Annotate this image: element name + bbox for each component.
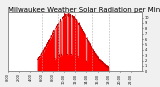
Text: Milwaukee Weather Solar Radiation per Minute W/m2 (Last 24 Hours): Milwaukee Weather Solar Radiation per Mi… <box>8 6 160 13</box>
